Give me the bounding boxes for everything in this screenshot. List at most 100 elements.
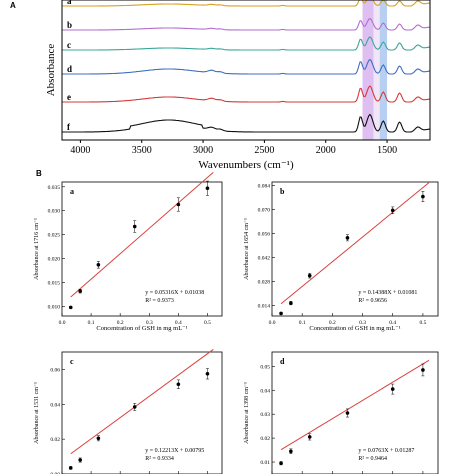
fit-line xyxy=(280,182,430,305)
data-point xyxy=(289,301,293,305)
highlight-band xyxy=(379,0,388,140)
ftir-x-tick-label: 3000 xyxy=(193,145,213,156)
x-tick-label: 0.3 xyxy=(146,320,153,326)
data-point xyxy=(307,273,312,278)
spectrum-line-c xyxy=(62,36,431,51)
ftir-spectra-chart: a bc d e f 4000 3500 3000 2500 2000 1500 Wavenumber… xyxy=(45,0,431,171)
data-point xyxy=(78,289,82,293)
y-tick-label: 0.025 xyxy=(48,233,61,239)
x-tick-label: 0.0 xyxy=(269,320,276,326)
x-axis-title: Concentration of GSH in mg mL⁻¹ xyxy=(96,325,187,332)
subpanel-letter: b xyxy=(280,187,285,196)
data-point xyxy=(68,305,73,310)
data-point xyxy=(279,311,283,316)
data-point xyxy=(279,461,283,466)
y-tick-label: 0.084 xyxy=(258,183,271,189)
x-tick-label: 0.5 xyxy=(204,320,211,326)
fit-equation: y = 0.05316X + 0.01038 xyxy=(145,290,204,296)
ftir-x-axis-title: Wavenumbers (cm⁻¹) xyxy=(198,159,294,171)
y-tick-label: 0.035 xyxy=(48,185,61,191)
panel-a-label: A xyxy=(10,1,16,10)
fit-r-squared: R² = 0.9334 xyxy=(145,456,174,462)
spectrum-label-a: a xyxy=(67,0,72,6)
ftir-frame xyxy=(61,0,431,141)
data-point xyxy=(96,436,101,441)
fit-equation: y = 0.0763X + 0.01287 xyxy=(358,448,414,454)
y-tick-label: 0.05 xyxy=(260,364,270,370)
ftir-y-axis-title: Absorbance xyxy=(45,44,57,97)
ftir-x-tick-label: 3500 xyxy=(132,145,152,156)
data-point xyxy=(307,435,312,439)
y-axis-title: Absorbance at 1654 cm⁻¹ xyxy=(244,218,250,280)
y-axis-title: Absorbance at 1531 cm⁻¹ xyxy=(34,382,40,444)
data-point xyxy=(289,449,293,454)
x-axis-title: Concentration of GSH in mg mL⁻¹ xyxy=(309,325,400,332)
fit-r-squared: R² = 0.9464 xyxy=(358,456,387,462)
spectrum-label-b: b xyxy=(67,20,72,30)
y-tick-label: 0.028 xyxy=(258,280,271,286)
y-tick-label: 0.04 xyxy=(50,402,60,408)
data-point xyxy=(205,186,210,191)
spectrum-line-d xyxy=(62,58,431,75)
y-tick-label: 0.010 xyxy=(48,304,61,310)
y-tick-label: 0.02 xyxy=(260,436,270,442)
x-tick-label: 0.1 xyxy=(299,320,306,326)
data-point xyxy=(176,382,181,387)
data-point xyxy=(176,202,181,207)
x-tick-label: 0.2 xyxy=(117,320,124,326)
data-point xyxy=(205,371,210,376)
spectrum-line-e xyxy=(62,85,431,103)
plot-frame xyxy=(271,181,439,317)
plot-frame xyxy=(271,351,439,474)
y-tick-label: 0.030 xyxy=(48,209,61,215)
x-tick-label: 0.3 xyxy=(359,320,366,326)
ftir-x-tick-label: 2000 xyxy=(316,145,336,156)
y-tick-label: 0.00 xyxy=(50,472,60,474)
x-tick-label: 0.4 xyxy=(389,320,396,326)
fit-line xyxy=(70,349,214,455)
y-tick-label: 0.01 xyxy=(260,460,270,466)
x-tick-label: 0.5 xyxy=(419,320,426,326)
spectrum-label-d: d xyxy=(67,64,72,74)
data-point xyxy=(78,458,82,462)
y-tick-label: 0.070 xyxy=(258,207,271,213)
y-axis-title: Absorbance at 1398 cm⁻¹ xyxy=(244,382,250,444)
spectrum-line-a xyxy=(62,0,431,7)
ftir-x-tick-label: 2500 xyxy=(254,145,274,156)
data-point xyxy=(345,236,350,240)
subpanel-letter: a xyxy=(70,187,74,196)
y-tick-label: 0.014 xyxy=(258,304,271,310)
calibration-chart-b: 0.014 0.028 0.042 0.056 0.070 0.084 0.0 0.1 0.2 0… xyxy=(244,181,439,332)
ftir-x-tick-label: 1500 xyxy=(377,145,397,156)
x-tick-label: 0.0 xyxy=(59,320,66,326)
fit-r-squared: R² = 0.9656 xyxy=(358,298,387,304)
data-point xyxy=(68,466,73,470)
plot-frame xyxy=(61,181,223,317)
data-point xyxy=(132,405,137,409)
highlight-band xyxy=(362,0,374,140)
spectrum-label-e: e xyxy=(67,92,71,102)
spectrum-line-b xyxy=(62,17,431,31)
spectrum-label-f: f xyxy=(67,122,71,132)
data-point xyxy=(421,368,425,372)
data-point xyxy=(421,194,425,199)
calibration-chart-a: 0.010 0.015 0.020 0.025 0.030 0.035 0.0 0.1 0.2 0… xyxy=(34,171,223,332)
x-tick-label: 0.4 xyxy=(175,320,182,326)
x-tick-label: 0.1 xyxy=(88,320,95,326)
subpanel-letter: d xyxy=(280,357,285,366)
spectrum-label-c: c xyxy=(67,40,71,50)
y-axis-title: Absorbance at 1716 cm⁻¹ xyxy=(34,218,40,280)
y-tick-label: 0.06 xyxy=(50,367,60,373)
fit-equation: y = 0.12213X + 0.00795 xyxy=(145,448,204,454)
y-tick-label: 0.02 xyxy=(50,437,60,443)
panel-b-label: B xyxy=(36,169,42,178)
y-tick-label: 0.03 xyxy=(260,412,270,418)
highlight-band xyxy=(373,0,380,140)
calibration-chart-d: 0.01 0.02 0.03 0.04 0.05 d y = 0.0763X + 0.012… xyxy=(244,351,439,474)
calibration-chart-c: 0.00 0.02 0.04 0.06 c y = 0.12213X + 0.00795 R… xyxy=(34,349,223,474)
data-point xyxy=(96,262,101,267)
y-tick-label: 0.04 xyxy=(260,388,270,394)
y-tick-label: 0.015 xyxy=(48,281,61,287)
fit-equation: y = 0.14388X + 0.01081 xyxy=(358,290,417,296)
spectrum-line-f xyxy=(62,113,431,133)
